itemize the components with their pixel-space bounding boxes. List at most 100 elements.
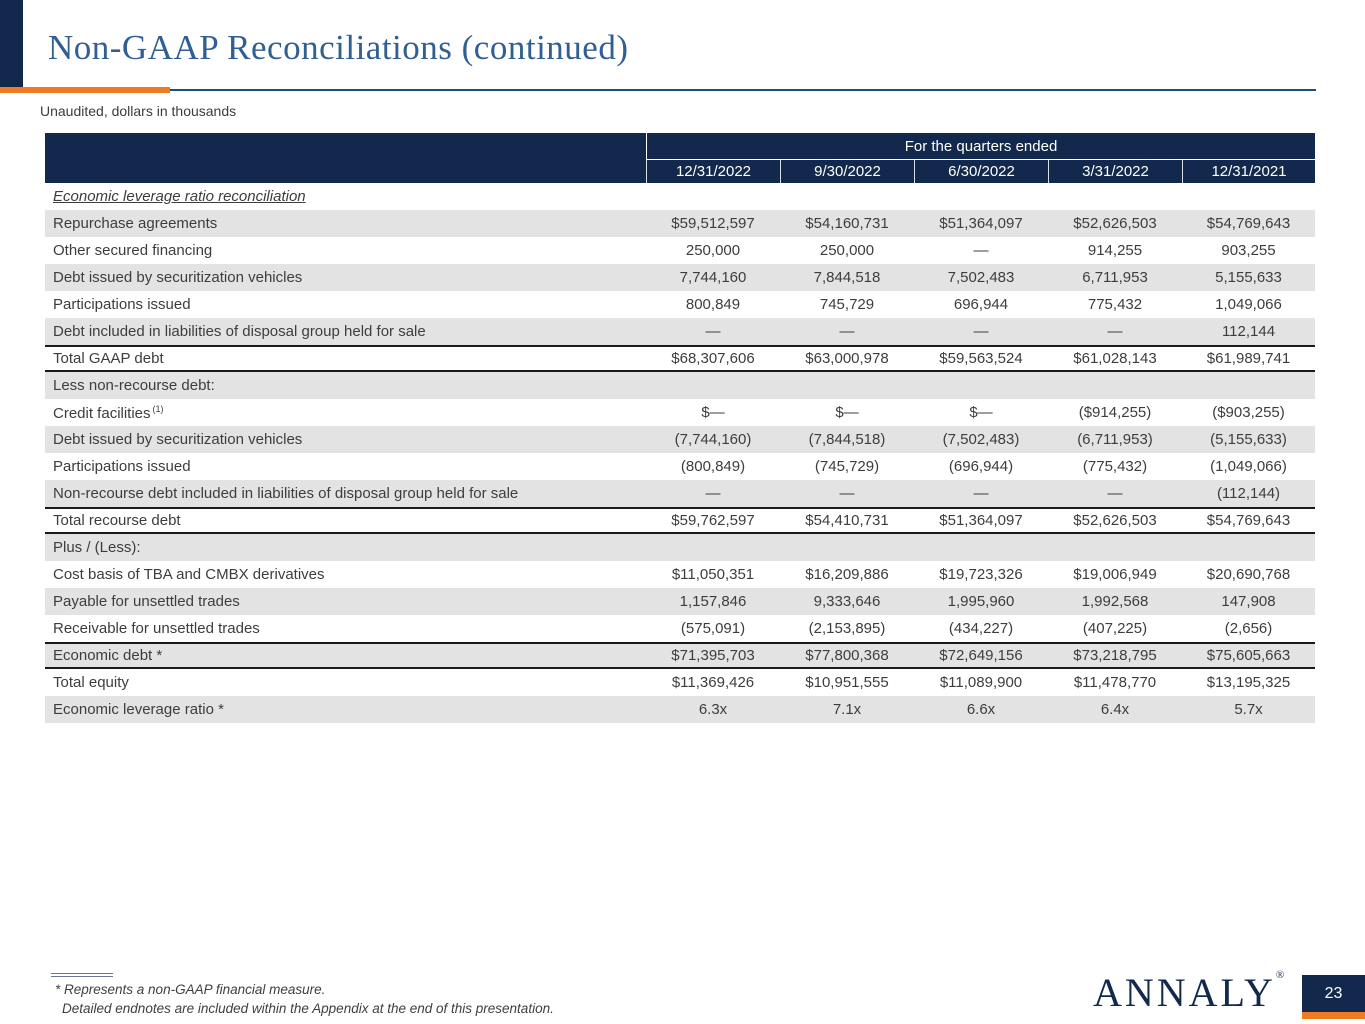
table-row: Debt included in liabilities of disposal…: [45, 318, 1315, 345]
cell-value: $10,951,555: [805, 674, 889, 691]
cell-value: $—: [701, 404, 725, 421]
table-row: Total GAAP debt $68,307,606 $63,000,978 $59…: [45, 345, 1315, 372]
row-label: Total recourse debt: [53, 512, 181, 529]
cell-value: (434,227): [948, 620, 1014, 637]
table-header-group-row: For the quarters ended: [45, 133, 1315, 160]
column-header-date: 12/31/2021: [1182, 160, 1315, 183]
cell-value: $52,626,503: [1073, 512, 1157, 529]
cell-value: 250,000: [685, 242, 741, 259]
table-row: Economic leverage ratio * 6.3x 7.1x 6.6x 6.4…: [45, 696, 1315, 723]
table-row: Plus / (Less):: [45, 534, 1315, 561]
cell-value: $59,762,597: [671, 512, 755, 529]
cell-value: $11,369,426: [671, 674, 755, 691]
cell-value: (1,049,066): [1210, 458, 1287, 475]
cell-value: —: [839, 485, 855, 502]
corner-accent-bar: [0, 0, 23, 87]
column-header-date: 3/31/2022: [1048, 160, 1182, 183]
cell-value: (696,944): [948, 458, 1014, 475]
page-title: Non-GAAP Reconciliations (continued): [48, 28, 629, 67]
cell-value: (575,091): [680, 620, 746, 637]
row-label: Cost basis of TBA and CMBX derivatives: [53, 566, 325, 583]
cell-value: $11,050,351: [671, 566, 755, 583]
footnote-separator: [51, 973, 113, 977]
row-label: Participations issued: [53, 296, 191, 313]
cell-value: $63,000,978: [805, 350, 889, 367]
cell-value: 6.6x: [966, 701, 996, 718]
row-label: Less non-recourse debt:: [53, 377, 215, 394]
cell-value: (7,502,483): [942, 431, 1020, 448]
cell-value: 5.7x: [1234, 701, 1263, 718]
cell-value: (745,729): [814, 458, 880, 475]
cell-value: 1,157,846: [679, 593, 747, 610]
row-label: Payable for unsettled trades: [53, 593, 240, 610]
row-label: Total GAAP debt: [53, 350, 164, 367]
cell-value: —: [1107, 323, 1123, 340]
title-divider-line: [0, 89, 1316, 91]
cell-value: 800,849: [685, 296, 741, 313]
page-number-badge: 23: [1302, 975, 1365, 1012]
cell-value: 5,155,633: [1215, 269, 1282, 286]
cell-value: 147,908: [1221, 593, 1276, 610]
cell-value: $59,512,597: [671, 215, 755, 232]
cell-value: 1,992,568: [1081, 593, 1149, 610]
cell-value: —: [973, 485, 989, 502]
cell-value: $19,006,949: [1073, 566, 1157, 583]
row-label: Economic leverage ratio *: [53, 701, 224, 718]
cell-value: $20,690,768: [1206, 566, 1291, 583]
cell-value: ($903,255): [1212, 404, 1285, 421]
cell-value: 6,711,953: [1082, 269, 1148, 286]
cell-value: (7,844,518): [808, 431, 886, 448]
cell-value: 7.1x: [832, 701, 862, 718]
cell-value: 7,502,483: [947, 269, 1015, 286]
cell-value: 696,944: [953, 296, 1009, 313]
cell-value: $59,563,524: [939, 350, 1023, 367]
table-row: Participations issued (800,849) (745,729) (…: [45, 453, 1315, 480]
table-row: Less non-recourse debt:: [45, 372, 1315, 399]
cell-value: $52,626,503: [1073, 215, 1157, 232]
cell-value: $61,989,741: [1206, 350, 1291, 367]
table-row: Total recourse debt $59,762,597 $54,410,73…: [45, 507, 1315, 534]
page-number-accent-bar: [1302, 1012, 1365, 1019]
cell-value: $11,089,900: [939, 674, 1023, 691]
cell-value: (775,432): [1082, 458, 1148, 475]
cell-value: $—: [969, 404, 993, 421]
column-header-date: 6/30/2022: [914, 160, 1048, 183]
cell-value: —: [1107, 485, 1123, 502]
cell-value: $71,395,703: [671, 647, 755, 664]
cell-value: $68,307,606: [671, 350, 755, 367]
table-row: Receivable for unsettled trades (575,091)…: [45, 615, 1315, 642]
cell-value: 9,333,646: [813, 593, 881, 610]
table-row: Total equity $11,369,426 $10,951,555 $11,08…: [45, 669, 1315, 696]
cell-value: 1,995,960: [947, 593, 1015, 610]
cell-value: (6,711,953): [1077, 431, 1153, 448]
table-row: Cost basis of TBA and CMBX derivatives $1…: [45, 561, 1315, 588]
cell-value: (2,656): [1224, 620, 1273, 637]
table-row: Payable for unsettled trades 1,157,846 9,3…: [45, 588, 1315, 615]
cell-value: $11,478,770: [1073, 674, 1157, 691]
row-label: Participations issued: [53, 458, 191, 475]
cell-value: $19,723,326: [939, 566, 1023, 583]
row-label: Economic debt *: [53, 647, 163, 664]
table-row: Economic debt * $71,395,703 $77,800,368 $72…: [45, 642, 1315, 669]
cell-value: $72,649,156: [939, 647, 1023, 664]
cell-value: 6.4x: [1100, 701, 1130, 718]
cell-value: 7,844,518: [813, 269, 881, 286]
cell-value: $54,769,643: [1206, 215, 1291, 232]
row-label: Credit facilities (1): [53, 403, 164, 422]
row-label: Other secured financing: [53, 242, 213, 259]
cell-value: (2,153,895): [808, 620, 886, 637]
cell-value: 903,255: [1221, 242, 1276, 259]
cell-value: —: [705, 485, 721, 502]
group-header-label: For the quarters ended: [646, 133, 1315, 160]
row-label: Non-recourse debt included in liabilitie…: [53, 485, 519, 502]
cell-value: $77,800,368: [805, 647, 889, 664]
table-row: Non-recourse debt included in liabilitie…: [45, 480, 1315, 507]
cell-value: 7,744,160: [679, 269, 747, 286]
row-label: Debt included in liabilities of disposal…: [53, 323, 426, 340]
cell-value: (800,849): [680, 458, 746, 475]
header-spacer-cell: [45, 133, 646, 160]
row-label: Debt issued by securitization vehicles: [53, 431, 303, 448]
footnote-endnotes: Detailed endnotes are included within th…: [62, 1001, 554, 1016]
table-subtitle: Unaudited, dollars in thousands: [40, 103, 237, 119]
cell-value: $54,160,731: [805, 215, 889, 232]
